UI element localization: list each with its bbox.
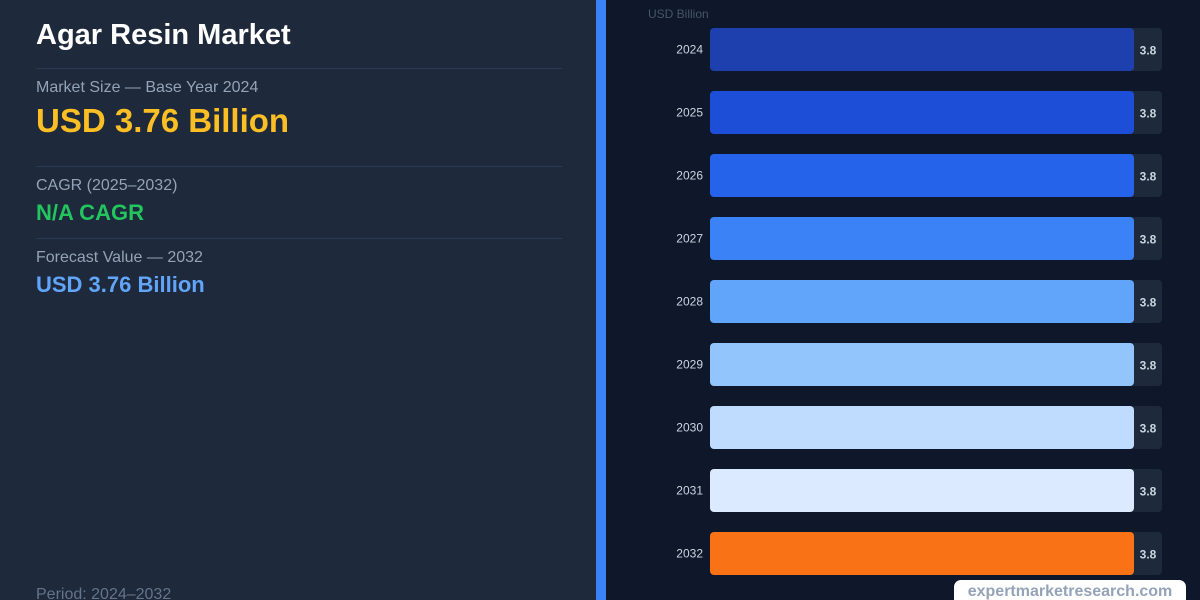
forecast-label: Forecast Value — 2032 bbox=[36, 249, 203, 266]
year-label-2030: 2030 bbox=[676, 421, 703, 435]
cagr-label: CAGR (2025–2032) bbox=[36, 177, 178, 194]
bar-2031 bbox=[710, 469, 1134, 512]
value-label-box bbox=[1128, 217, 1162, 260]
accent-divider bbox=[596, 0, 606, 600]
year-label-2027: 2027 bbox=[676, 232, 703, 246]
forecast-value: USD 3.76 Billion bbox=[36, 272, 205, 297]
value-label-2032: 3.8 bbox=[1140, 548, 1157, 562]
year-label-2024: 2024 bbox=[676, 43, 703, 57]
bar-2027 bbox=[710, 217, 1134, 260]
bar-2025 bbox=[710, 91, 1134, 134]
year-label-2029: 2029 bbox=[676, 358, 703, 372]
base-year-value: USD 3.76 Billion bbox=[36, 102, 290, 139]
cagr-value: N/A CAGR bbox=[36, 200, 144, 225]
year-label-2031: 2031 bbox=[676, 484, 703, 498]
summary-panel: Agar Resin Market Market Size — Base Yea… bbox=[0, 0, 596, 600]
unit-label: USD Billion bbox=[648, 7, 709, 21]
value-label-box bbox=[1128, 280, 1162, 323]
value-label-box bbox=[1128, 343, 1162, 386]
page-title: Agar Resin Market bbox=[36, 19, 291, 51]
value-label-2029: 3.8 bbox=[1140, 359, 1157, 373]
base-year-label: Market Size — Base Year 2024 bbox=[36, 79, 259, 96]
value-label-2028: 3.8 bbox=[1140, 296, 1157, 310]
bar-2029 bbox=[710, 343, 1134, 386]
value-label-box bbox=[1128, 532, 1162, 575]
value-label-box bbox=[1128, 469, 1162, 512]
value-label-2026: 3.8 bbox=[1140, 170, 1157, 184]
divider-line bbox=[36, 68, 562, 69]
value-label-box bbox=[1128, 154, 1162, 197]
bar-2026 bbox=[710, 154, 1134, 197]
divider-line bbox=[36, 238, 562, 239]
bar-chart: USD Billion 2024 3.8 2025 3.8 2026 3.8 2027 3.8 2… bbox=[648, 7, 1162, 575]
bar-2030 bbox=[710, 406, 1134, 449]
value-label-box bbox=[1128, 28, 1162, 71]
bar-2024 bbox=[710, 28, 1134, 71]
value-label-2025: 3.8 bbox=[1140, 107, 1157, 121]
value-label-box bbox=[1128, 406, 1162, 449]
value-label-box bbox=[1128, 91, 1162, 134]
value-label-2027: 3.8 bbox=[1140, 233, 1157, 247]
value-label-2030: 3.8 bbox=[1140, 422, 1157, 436]
year-label-2026: 2026 bbox=[676, 169, 703, 183]
year-label-2028: 2028 bbox=[676, 295, 703, 309]
year-label-2025: 2025 bbox=[676, 106, 703, 120]
year-label-2032: 2032 bbox=[676, 547, 703, 561]
watermark: expertmarketresearch.com bbox=[954, 580, 1186, 600]
period-label: Period: 2024–2032 bbox=[36, 586, 172, 600]
bar-2028 bbox=[710, 280, 1134, 323]
value-label-2024: 3.8 bbox=[1140, 44, 1157, 58]
value-label-2031: 3.8 bbox=[1140, 485, 1157, 499]
bar-2032 bbox=[710, 532, 1134, 575]
divider-line bbox=[36, 166, 562, 167]
